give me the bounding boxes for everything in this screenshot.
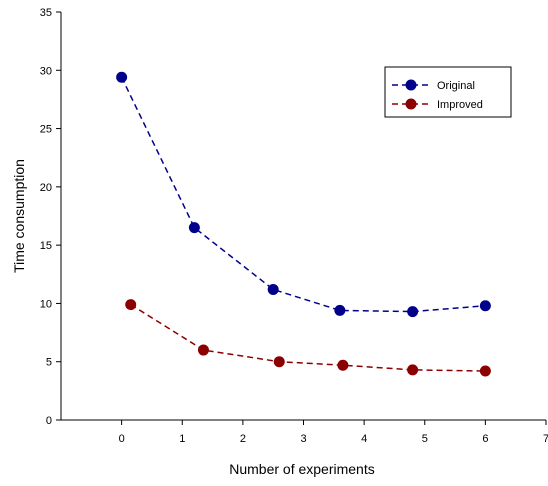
legend-box (384, 66, 512, 118)
y-tick-label: 20 (40, 182, 52, 194)
x-tick-label: 1 (179, 433, 185, 445)
legend-label-original: Original (437, 80, 475, 92)
x-tick-label: 7 (543, 433, 548, 445)
legend-marker-improved (405, 98, 417, 110)
data-point-original (407, 306, 419, 318)
y-tick-label: 5 (46, 357, 52, 369)
data-point-original (116, 71, 128, 83)
data-point-improved (337, 359, 349, 371)
data-point-improved (273, 356, 285, 368)
y-tick-label: 30 (40, 65, 52, 77)
x-tick-label: 0 (119, 433, 125, 445)
series-line-original (120, 76, 486, 313)
y-tick-label: 0 (46, 415, 52, 427)
legend-label-improved: Improved (437, 99, 483, 111)
legend: Original Improved (384, 66, 512, 118)
data-point-original (334, 304, 346, 316)
data-point-original (188, 222, 200, 234)
x-tick-label: 6 (482, 433, 488, 445)
x-tick-label: 2 (240, 433, 246, 445)
data-point-original (267, 283, 279, 295)
series-line-improved (130, 303, 486, 372)
y-tick-label: 15 (40, 240, 52, 252)
y-tick-label: 10 (40, 298, 52, 310)
x-tick-label: 4 (361, 433, 367, 445)
y-tick-label: 35 (40, 7, 52, 19)
series-layer (116, 71, 491, 377)
data-point-improved (407, 364, 419, 376)
data-point-improved (479, 365, 491, 377)
data-point-original (479, 300, 491, 312)
x-tick-label: 3 (300, 433, 306, 445)
data-point-improved (125, 299, 137, 311)
x-tick-label: 5 (422, 433, 428, 445)
y-axis-label: Time consumption (11, 159, 27, 273)
x-axis-label: Number of experiments (229, 461, 375, 477)
y-tick-label: 25 (40, 124, 52, 136)
y-ticks: 0 5 10 15 20 25 30 35 (40, 7, 61, 427)
legend-marker-original (405, 79, 417, 91)
x-ticks: 0 1 2 3 4 5 6 7 (119, 420, 548, 445)
data-point-improved (197, 344, 209, 356)
